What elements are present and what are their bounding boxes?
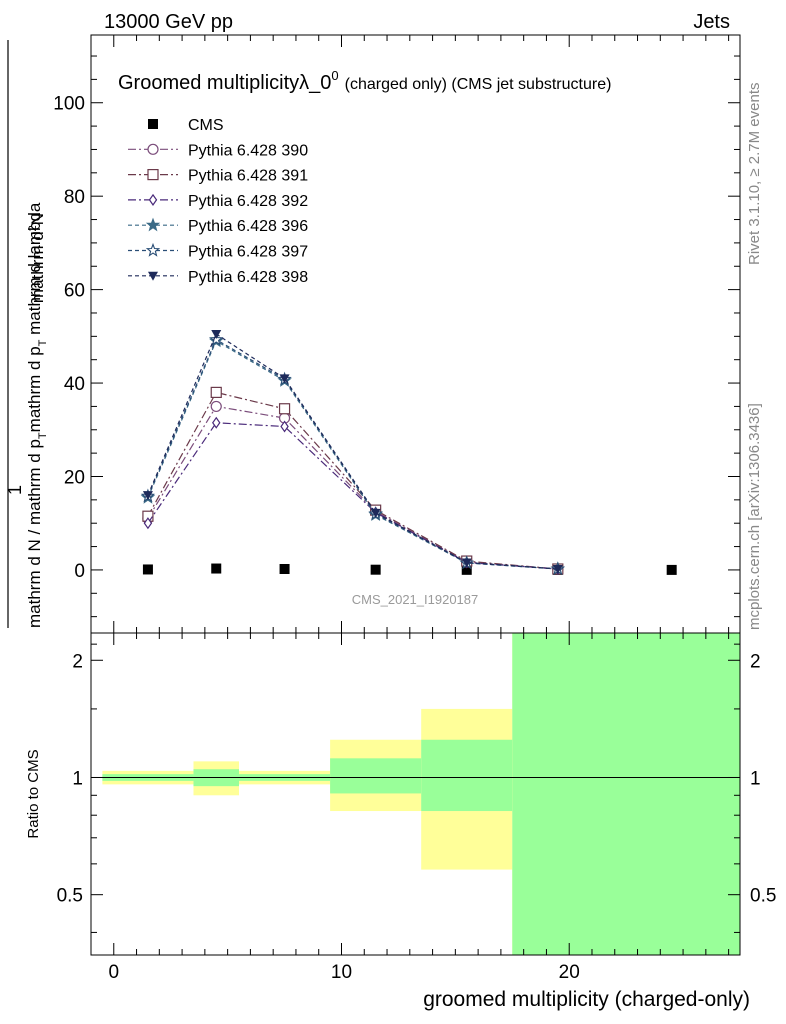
ratio-frame bbox=[90, 632, 741, 956]
legend-label: Pythia 6.428 396 bbox=[188, 218, 308, 235]
xtick-label: 10 bbox=[331, 962, 352, 983]
y-label-num: mathrm d2N bbox=[27, 213, 47, 303]
data-point bbox=[210, 400, 222, 413]
ratio-ytick-label: 2 bbox=[72, 651, 83, 672]
x-axis-label: groomed multiplicity (charged-only) bbox=[423, 988, 750, 1011]
ratio-ytick-label: 1 bbox=[72, 768, 83, 789]
series-line bbox=[147, 422, 558, 570]
header-left: 13000 GeV pp bbox=[104, 11, 233, 33]
data-point bbox=[279, 563, 290, 574]
main-ticks: 0 20 40 60 80 100 bbox=[53, 35, 740, 633]
data-point bbox=[279, 374, 290, 384]
main-ytick-label: 20 bbox=[64, 467, 85, 488]
legend-entry: Pythia 6.428 398 bbox=[128, 269, 308, 286]
rivet-label: Rivet 3.1.10, ≥ 2.7M events bbox=[746, 83, 763, 266]
series-3 bbox=[143, 416, 563, 576]
legend-marker bbox=[145, 242, 161, 257]
ratio-ytick-label-right: 2 bbox=[750, 651, 761, 672]
xtick-label: 20 bbox=[559, 962, 580, 983]
main-panel: 0 20 40 60 80 100 Groomed multiplicityλ_00(ch… bbox=[53, 34, 741, 634]
data-point bbox=[211, 330, 222, 339]
data-point bbox=[142, 491, 153, 501]
series-line bbox=[147, 340, 558, 570]
legend-label: Pythia 6.428 391 bbox=[188, 168, 308, 185]
ratio-ytick-label: 0.5 bbox=[57, 886, 83, 907]
mcplots-label: mcplots.cern.ch [arXiv:1306.3436] bbox=[746, 403, 763, 630]
legend-marker bbox=[148, 193, 158, 206]
ratio-ticks: 0.5 0.51 12 20 10 20 bbox=[57, 633, 776, 983]
legend-label: Pythia 6.428 390 bbox=[188, 142, 308, 159]
legend-label: Pythia 6.428 392 bbox=[188, 193, 308, 210]
series-4 bbox=[140, 333, 565, 576]
legend-entry: Pythia 6.428 392 bbox=[128, 193, 308, 210]
ratio-stat-band bbox=[330, 758, 422, 794]
main-ytick-label: 80 bbox=[64, 187, 85, 208]
ratio-y-label: Ratio to CMS bbox=[25, 749, 42, 838]
ratio-stat-band bbox=[421, 739, 513, 812]
data-point bbox=[210, 386, 222, 398]
legend-marker bbox=[148, 271, 158, 281]
series-0 bbox=[142, 563, 677, 575]
data-point bbox=[370, 564, 381, 575]
series-line bbox=[147, 405, 558, 570]
legend-marker bbox=[148, 119, 158, 129]
data-point bbox=[278, 403, 291, 415]
legend: CMS Pythia 6.428 390 Pythia 6.428 391 Pythi… bbox=[128, 117, 308, 286]
data-point bbox=[212, 416, 221, 429]
main-ytick-label: 60 bbox=[64, 281, 85, 302]
data-point bbox=[461, 558, 472, 568]
legend-label: Pythia 6.428 397 bbox=[188, 244, 308, 261]
legend-marker bbox=[145, 217, 161, 232]
ratio-panel: 0.5 0.51 12 20 10 20 Ratio to CMS groomed mul… bbox=[25, 632, 776, 1011]
chart-title: Groomed multiplicityλ_00(charged only) (… bbox=[118, 68, 611, 94]
data-point bbox=[280, 420, 289, 433]
data-point bbox=[211, 563, 222, 574]
header-right: Jets bbox=[693, 11, 730, 33]
data-point bbox=[209, 331, 224, 346]
series-1 bbox=[142, 400, 564, 575]
legend-entry: Pythia 6.428 397 bbox=[128, 242, 308, 261]
ratio-bands bbox=[91, 633, 740, 955]
legend-marker bbox=[147, 143, 159, 155]
main-ytick-label: 100 bbox=[53, 94, 85, 115]
series-line bbox=[147, 391, 558, 570]
y-label-den: mathrm d N / mathrm d pTmathrm d pT math… bbox=[25, 202, 49, 628]
legend-entry: CMS bbox=[148, 117, 224, 134]
legend-entry: Pythia 6.428 390 bbox=[128, 142, 308, 159]
data-point bbox=[142, 564, 153, 575]
legend-label: Pythia 6.428 398 bbox=[188, 269, 308, 286]
series-line bbox=[147, 333, 558, 570]
main-series bbox=[140, 330, 677, 576]
legend-marker bbox=[147, 169, 159, 181]
series-5 bbox=[140, 331, 565, 576]
xtick-label: 0 bbox=[108, 962, 119, 983]
series-6 bbox=[142, 330, 563, 574]
analysis-watermark: CMS_2021_I1920187 bbox=[352, 592, 479, 607]
legend-label: CMS bbox=[188, 117, 224, 134]
y-axis-label: 1 mathrm d2N mathrm d N / mathrm d pTmat… bbox=[5, 40, 49, 628]
data-point bbox=[666, 564, 677, 575]
data-point bbox=[143, 517, 153, 530]
data-point bbox=[552, 564, 563, 574]
legend-entry: Pythia 6.428 396 bbox=[128, 217, 308, 235]
data-point bbox=[461, 564, 472, 575]
ratio-ytick-label-right: 0.5 bbox=[750, 886, 776, 907]
y-label-one: 1 bbox=[5, 485, 25, 495]
main-ytick-label: 40 bbox=[64, 374, 85, 395]
data-point bbox=[370, 508, 381, 518]
series-line bbox=[147, 338, 558, 570]
main-ytick-label: 0 bbox=[74, 561, 85, 582]
ratio-ytick-label-right: 1 bbox=[750, 768, 761, 789]
ratio-stat-band bbox=[512, 633, 740, 955]
legend-entry: Pythia 6.428 391 bbox=[128, 168, 308, 185]
